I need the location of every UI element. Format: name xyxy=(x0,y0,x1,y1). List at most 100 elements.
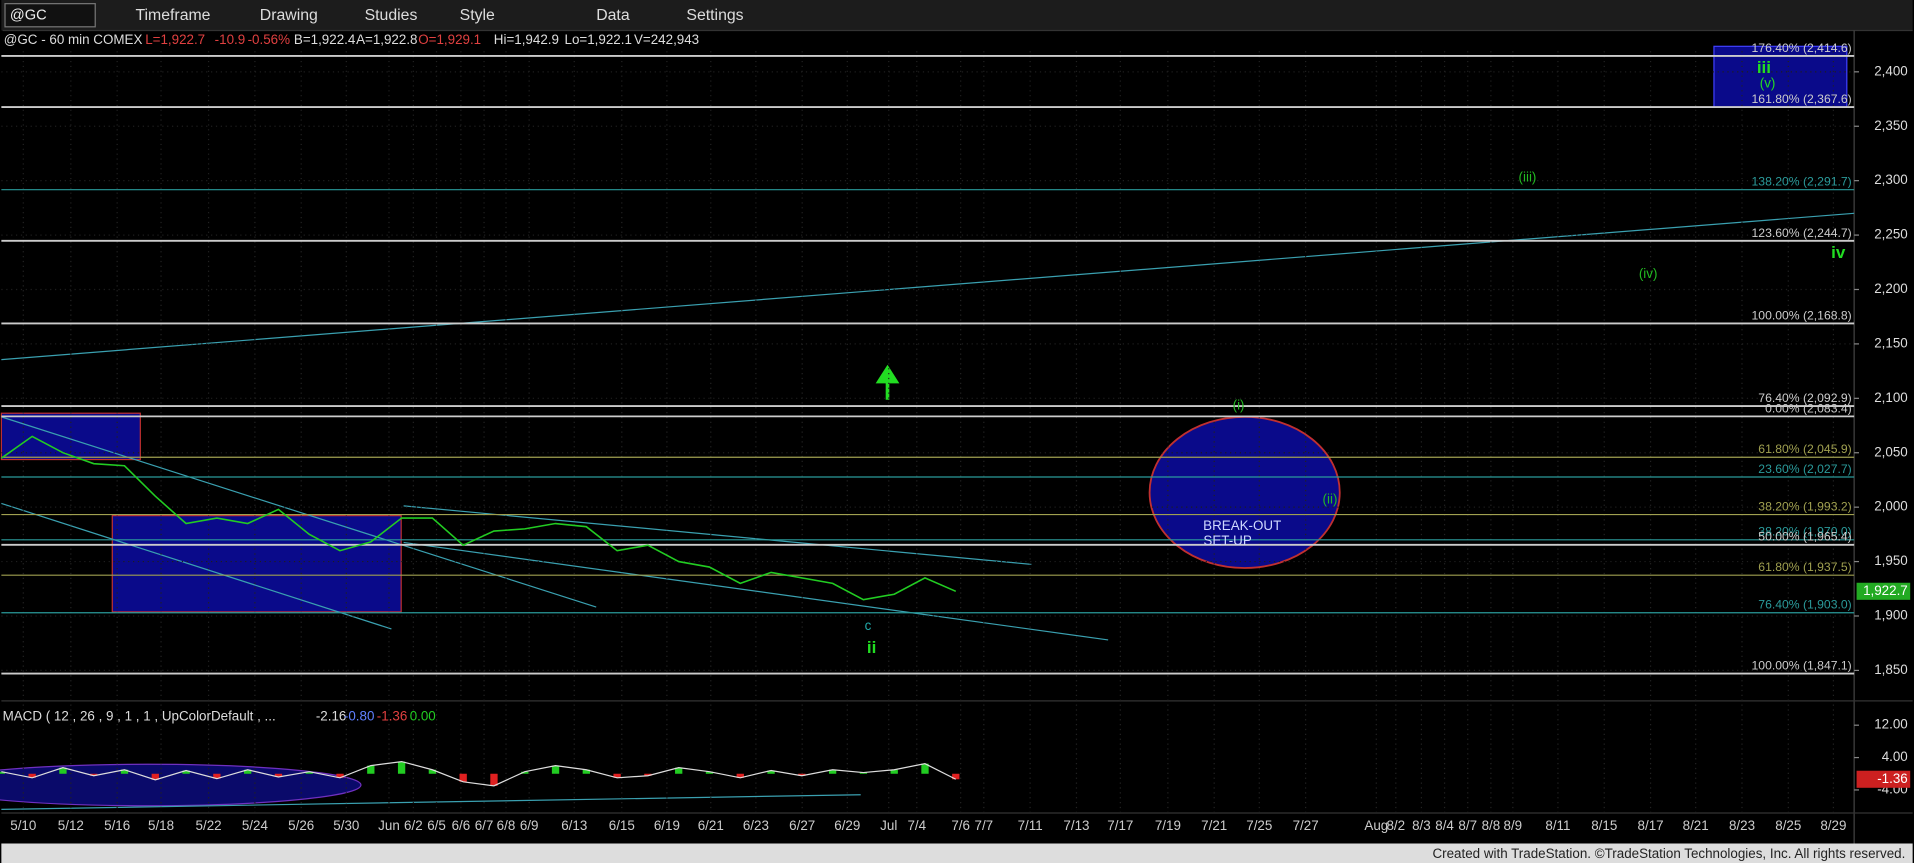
x-tick-label: 6/27 xyxy=(789,818,815,833)
quote-field: -10.9 xyxy=(215,32,246,47)
x-tick-label: 8/25 xyxy=(1775,818,1801,833)
fib-label: 176.40% (2,414.6) xyxy=(1752,41,1852,55)
macd-histogram xyxy=(182,770,190,774)
quote-field: Lo=1,922.1 xyxy=(565,32,632,47)
wave-label: (iv) xyxy=(1639,266,1658,281)
macd-histogram xyxy=(274,773,283,777)
macd-histogram xyxy=(736,773,744,778)
toolbar-button[interactable]: Timeframe xyxy=(135,7,210,24)
fib-label: 61.80% (2,045.9) xyxy=(1758,442,1851,456)
indicator-title: MACD ( 12 , 26 , 9 , 1 , 1 , UpColorDefa… xyxy=(3,708,276,723)
x-tick-label: 6/21 xyxy=(698,818,724,833)
macd-histogram xyxy=(336,773,344,778)
y-tick-label: 2,250 xyxy=(1874,227,1908,242)
y-tick-label: 2,350 xyxy=(1874,118,1908,133)
y-tick-label: 2,050 xyxy=(1874,444,1908,459)
wave-label: iii xyxy=(1757,58,1771,77)
last-price-label: 1,922.7 xyxy=(1863,583,1908,598)
toolbar-button[interactable]: Drawing xyxy=(260,7,318,24)
wave-label: (ii) xyxy=(1323,491,1338,506)
toolbar-button[interactable]: Data xyxy=(596,7,630,24)
x-tick-label: 7/27 xyxy=(1293,818,1319,833)
fib-label: 100.00% (1,847.1) xyxy=(1752,658,1852,672)
toolbar-button[interactable]: Style xyxy=(460,7,495,24)
x-tick-label: 7/7 xyxy=(975,818,994,833)
trendline xyxy=(403,505,1032,565)
quote-field: O=1,929.1 xyxy=(418,32,481,47)
wave-label: c xyxy=(865,618,872,633)
y-tick-label: 12.00 xyxy=(1874,717,1908,732)
macd-histogram xyxy=(151,773,159,780)
macd-histogram xyxy=(428,769,437,774)
x-tick-label: 6/29 xyxy=(834,818,860,833)
x-tick-label: 6/13 xyxy=(561,818,587,833)
x-tick-label: 8/8 xyxy=(1482,818,1501,833)
trendline xyxy=(1,794,861,810)
x-tick-label: 8/15 xyxy=(1591,818,1617,833)
macd-histogram xyxy=(705,771,714,774)
x-tick-label: Aug xyxy=(1364,818,1388,833)
quote-field: B=1,922.4 xyxy=(294,32,356,47)
macd-histogram xyxy=(28,773,36,778)
fib-label: 61.80% (1,937.5) xyxy=(1758,560,1851,574)
indicator-reading: -1.36 xyxy=(377,708,408,723)
macd-histogram xyxy=(120,769,129,774)
macd-histogram xyxy=(490,773,498,786)
quote-field: Hi=1,942.9 xyxy=(494,32,559,47)
x-tick-label: 7/13 xyxy=(1063,818,1089,833)
y-tick-label: 2,000 xyxy=(1874,499,1908,514)
x-tick-label: 5/12 xyxy=(58,818,84,833)
macd-histogram xyxy=(397,761,406,774)
x-tick-label: 6/2 xyxy=(404,818,423,833)
trendline xyxy=(1,212,1855,361)
quote-field: A=1,922.8 xyxy=(356,32,417,47)
fib-label: 138.20% (2,291.7) xyxy=(1752,175,1852,189)
symbol-input[interactable]: @GC xyxy=(10,8,47,24)
y-tick-label: 2,300 xyxy=(1874,172,1908,187)
y-tick-label: 1,900 xyxy=(1874,608,1908,623)
fib-label: 100.00% (2,168.8) xyxy=(1752,308,1852,322)
y-tick-label: 2,100 xyxy=(1874,390,1908,405)
x-tick-label: 7/11 xyxy=(1018,818,1043,833)
y-tick-label: 4.00 xyxy=(1882,749,1908,764)
x-tick-label: 5/16 xyxy=(104,818,130,833)
symbol-box[interactable] xyxy=(4,3,96,28)
x-tick-label: Jul xyxy=(880,818,897,833)
quote-field: L=1,922.7 xyxy=(145,32,205,47)
macd-histogram xyxy=(305,771,313,774)
macd-histogram xyxy=(90,773,98,776)
x-tick-label: 5/30 xyxy=(333,818,359,833)
macd-histogram xyxy=(613,773,621,778)
trendline xyxy=(1,502,392,630)
x-tick-label: 8/11 xyxy=(1545,818,1570,833)
macd-histogram xyxy=(798,773,806,776)
x-tick-label: 6/5 xyxy=(427,818,446,833)
x-tick-label: 8/3 xyxy=(1412,818,1431,833)
y-tick-label: 1,950 xyxy=(1874,553,1908,568)
toolbar-button[interactable]: Settings xyxy=(686,7,743,24)
x-tick-label: 6/8 xyxy=(497,818,516,833)
macd-histogram xyxy=(644,773,652,776)
trendlines xyxy=(1,212,1855,810)
x-tick-label: 6/19 xyxy=(654,818,680,833)
x-tick-label: Jun xyxy=(378,818,400,833)
macd-histogram xyxy=(952,773,960,780)
x-tick-label: 7/19 xyxy=(1155,818,1181,833)
fib-label: 123.60% (2,244.7) xyxy=(1752,226,1852,240)
symbol-info: @GC - 60 min COMEX xyxy=(4,32,143,47)
quote-field: -0.56% xyxy=(248,32,291,47)
toolbar-button[interactable]: Studies xyxy=(365,7,418,24)
x-tick-label: 8/17 xyxy=(1638,818,1664,833)
indicator-reading: -2.16 xyxy=(316,708,347,723)
up-arrow xyxy=(875,364,900,400)
zone-box xyxy=(111,514,402,613)
x-tick-label: 8/7 xyxy=(1458,818,1477,833)
x-tick-label: 5/18 xyxy=(148,818,174,833)
fib-label: 23.60% (2,027.7) xyxy=(1758,462,1851,476)
macd-histogram xyxy=(521,771,529,774)
x-tick-label: 6/23 xyxy=(743,818,769,833)
macd-histogram xyxy=(244,769,252,774)
last-price-tag xyxy=(1856,582,1911,600)
